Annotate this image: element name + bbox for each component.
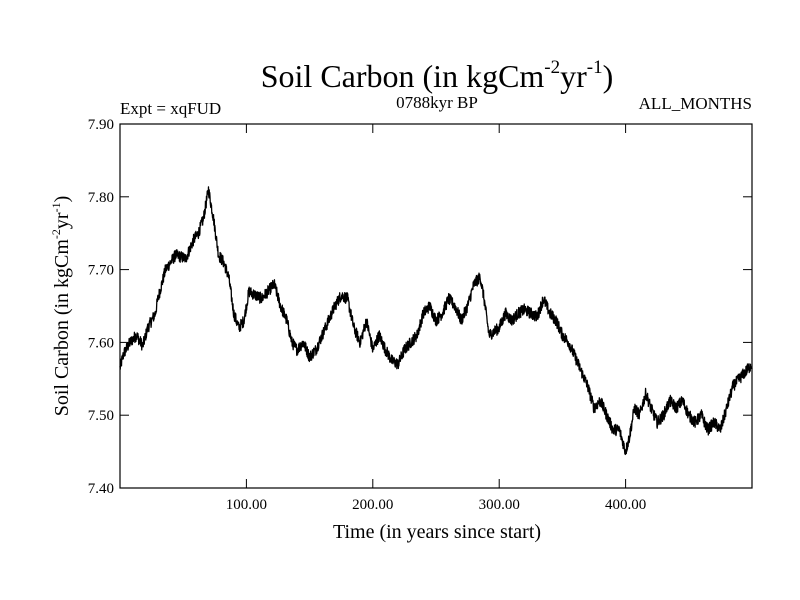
y-axis: 7.40 7.50 7.60 7.70 7.80 7.90 [88, 117, 752, 497]
y-tick-label: 7.90 [88, 117, 114, 133]
y-tick-label: 7.80 [88, 190, 114, 206]
chart-title: Soil Carbon (in kgCm-2yr-1) [261, 57, 614, 94]
y-tick-label: 7.60 [88, 335, 114, 351]
y-tick-label: 7.40 [88, 481, 114, 497]
series-layer [119, 186, 753, 456]
period-label: 0788kyr BP [396, 93, 478, 112]
months-label: ALL_MONTHS [639, 94, 752, 113]
x-tick-label: 400.00 [605, 497, 646, 513]
series-line [119, 186, 753, 456]
x-tick-label: 300.00 [479, 497, 520, 513]
x-tick-label: 200.00 [352, 497, 393, 513]
y-tick-label: 7.50 [88, 408, 114, 424]
plot-frame [119, 123, 753, 489]
experiment-label: Expt = xqFUD [120, 99, 221, 118]
x-axis-label: Time (in years since start) [333, 521, 541, 543]
x-axis: 100.00 200.00 300.00 400.00 [226, 124, 646, 513]
y-tick-label: 7.70 [88, 263, 114, 279]
y-axis-label: Soil Carbon (in kgCm-2yr-1) [49, 196, 73, 417]
x-tick-label: 100.00 [226, 497, 267, 513]
